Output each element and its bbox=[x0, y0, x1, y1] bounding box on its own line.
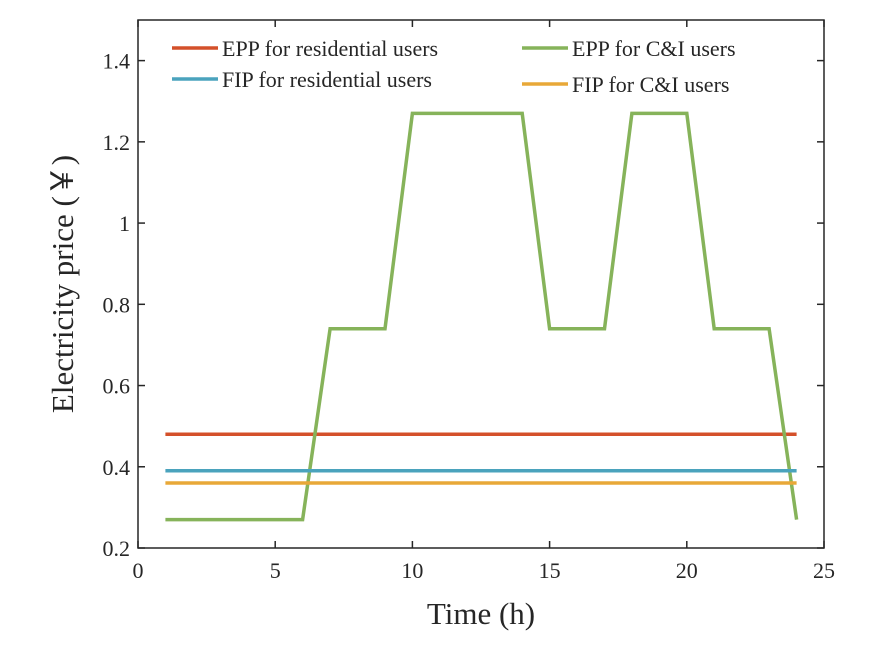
plot-frame bbox=[137, 19, 825, 549]
legend-label-fip-for-residential-users: FIP for residential users bbox=[222, 67, 432, 92]
plot-area bbox=[138, 20, 824, 548]
series-line-epp-for-candi-users bbox=[165, 111, 799, 522]
y-tick-label: 0.8 bbox=[103, 292, 131, 317]
x-tick-label: 20 bbox=[676, 558, 698, 583]
x-tick-label: 0 bbox=[133, 558, 144, 583]
series-layer bbox=[165, 111, 799, 522]
legend-label-epp-for-residential-users: EPP for residential users bbox=[222, 36, 438, 61]
y-tick-label: 0.6 bbox=[103, 374, 131, 399]
x-tick-label: 5 bbox=[270, 558, 281, 583]
legend-label-epp-for-candi-users: EPP for C&I users bbox=[572, 36, 736, 61]
y-tick-label: 1.4 bbox=[103, 49, 131, 74]
y-axis-ticks: 0.2 0.4 0.6 0.8 1 1.2 1.4 bbox=[103, 49, 824, 561]
y-tick-label: 0.4 bbox=[103, 455, 131, 480]
x-axis-ticks: 0 5 10 15 20 25 bbox=[133, 20, 835, 583]
y-tick-label: 1 bbox=[119, 211, 130, 236]
legend-label-fip-for-candi-users: FIP for C&I users bbox=[572, 72, 729, 97]
x-axis-label: Time (h) bbox=[427, 596, 535, 631]
legend: EPP for residential users FIP for residen… bbox=[172, 36, 736, 97]
x-tick-label: 10 bbox=[401, 558, 423, 583]
y-axis-label: Electricity price (￥) bbox=[45, 155, 80, 413]
x-tick-label: 15 bbox=[539, 558, 561, 583]
y-tick-label: 1.2 bbox=[103, 130, 131, 155]
y-tick-label: 0.2 bbox=[103, 536, 131, 561]
x-tick-label: 25 bbox=[813, 558, 835, 583]
